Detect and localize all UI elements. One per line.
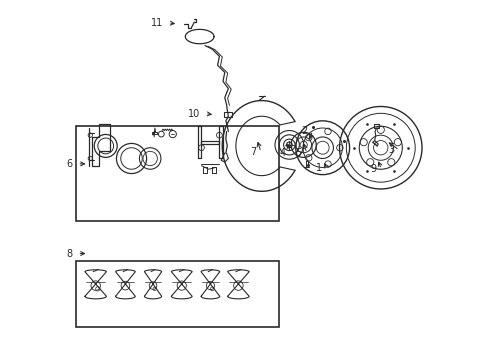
Text: 2: 2 (301, 126, 307, 135)
Bar (76, 126, 278, 221)
Bar (152, 132, 156, 134)
Text: 6: 6 (66, 159, 72, 169)
Bar (76, 261, 278, 327)
Bar (373, 125, 378, 128)
Text: 10: 10 (187, 109, 200, 119)
Bar (224, 112, 231, 117)
Text: 9: 9 (369, 164, 376, 174)
Text: 3: 3 (387, 145, 394, 155)
Text: 4: 4 (279, 148, 285, 158)
Text: 8: 8 (66, 248, 72, 258)
Text: 7: 7 (249, 147, 255, 157)
Text: 5: 5 (295, 148, 301, 158)
Text: 1: 1 (315, 163, 321, 173)
Text: 11: 11 (150, 18, 163, 28)
